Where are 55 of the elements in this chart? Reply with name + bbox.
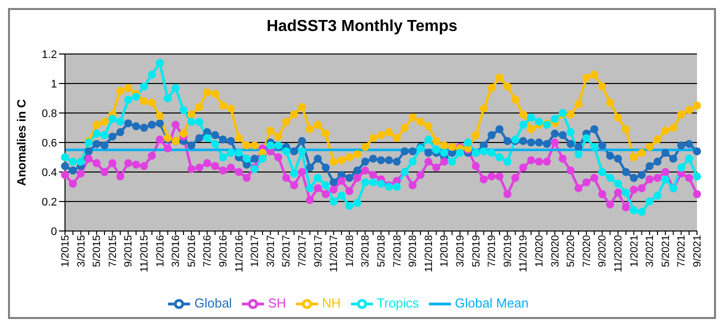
x-tick-label: 11/2015	[138, 234, 150, 272]
x-tick-label: 5/2020	[565, 234, 578, 268]
x-tick-label: 11/2017	[328, 234, 340, 272]
x-tick-label: 11/2019	[518, 234, 530, 272]
x-tick-label: 9/2015	[122, 234, 135, 268]
x-tick-label: 7/2021	[676, 234, 688, 268]
x-tick-label: 9/2021	[691, 234, 704, 268]
y-axis-title: Anomalies in C	[14, 98, 28, 186]
x-tick-label: 1/2020	[533, 234, 546, 268]
x-tick-label: 1/2019	[438, 234, 451, 268]
x-tick-label: 9/2020	[596, 234, 609, 268]
x-tick-label: 5/2017	[280, 234, 293, 268]
x-tick-label: 3/2020	[549, 234, 562, 268]
y-tick-label: 0	[50, 226, 57, 238]
x-tick-label: 9/2018	[407, 234, 420, 268]
x-tick-label: 7/2017	[296, 234, 308, 268]
x-tick-label: 7/2016	[202, 234, 214, 268]
x-tick-label: 1/2021	[628, 234, 640, 268]
legend-label: Global Mean	[454, 295, 529, 310]
x-tick-label: 1/2016	[154, 234, 166, 268]
x-tick-label: 11/2016	[233, 234, 246, 272]
y-tick-label: 0.2	[42, 196, 57, 208]
y-tick-label: 0.4	[42, 166, 57, 179]
legend-label: NH	[322, 295, 341, 310]
y-tick-label: 1	[50, 78, 57, 90]
x-tick-label: 9/2017	[312, 234, 324, 268]
x-tick-label: 5/2015	[91, 234, 104, 268]
x-tick-label: 3/2015	[75, 234, 88, 268]
x-tick-label: 5/2021	[660, 234, 672, 268]
y-tick-label: 0.6	[42, 137, 57, 150]
x-tick-label: 7/2015	[106, 234, 119, 268]
y-tick-label: 1.2	[42, 48, 57, 61]
x-tick-label: 1/2015	[59, 234, 72, 268]
legend-label: Global	[194, 295, 232, 310]
legend-label: Tropics	[376, 295, 419, 310]
x-tick-label: 1/2017	[249, 234, 262, 268]
chart-title: HadSST3 Monthly Temps	[266, 18, 458, 36]
x-tick-label: 1/2018	[344, 234, 356, 268]
x-tick-label: 11/2020	[612, 234, 624, 272]
x-tick-label: 5/2016	[186, 234, 198, 268]
legend-label: SH	[268, 295, 286, 310]
x-tick-label: 7/2018	[391, 234, 404, 268]
x-tick-label: 5/2018	[375, 234, 388, 268]
x-tick-label: 7/2019	[486, 234, 498, 268]
x-tick-label: 5/2019	[470, 234, 482, 268]
x-tick-label: 3/2018	[360, 234, 372, 268]
x-tick-label: 3/2019	[454, 234, 466, 268]
x-tick-label: 9/2019	[502, 234, 514, 268]
x-tick-label: 3/2017	[264, 234, 277, 268]
x-tick-label: 9/2016	[217, 234, 230, 268]
x-tick-label: 3/2016	[170, 234, 182, 268]
x-tick-label: 3/2021	[644, 234, 656, 268]
y-tick-label: 0.8	[42, 108, 57, 120]
x-tick-label: 11/2018	[422, 234, 435, 272]
x-tick-label: 7/2020	[580, 234, 593, 268]
